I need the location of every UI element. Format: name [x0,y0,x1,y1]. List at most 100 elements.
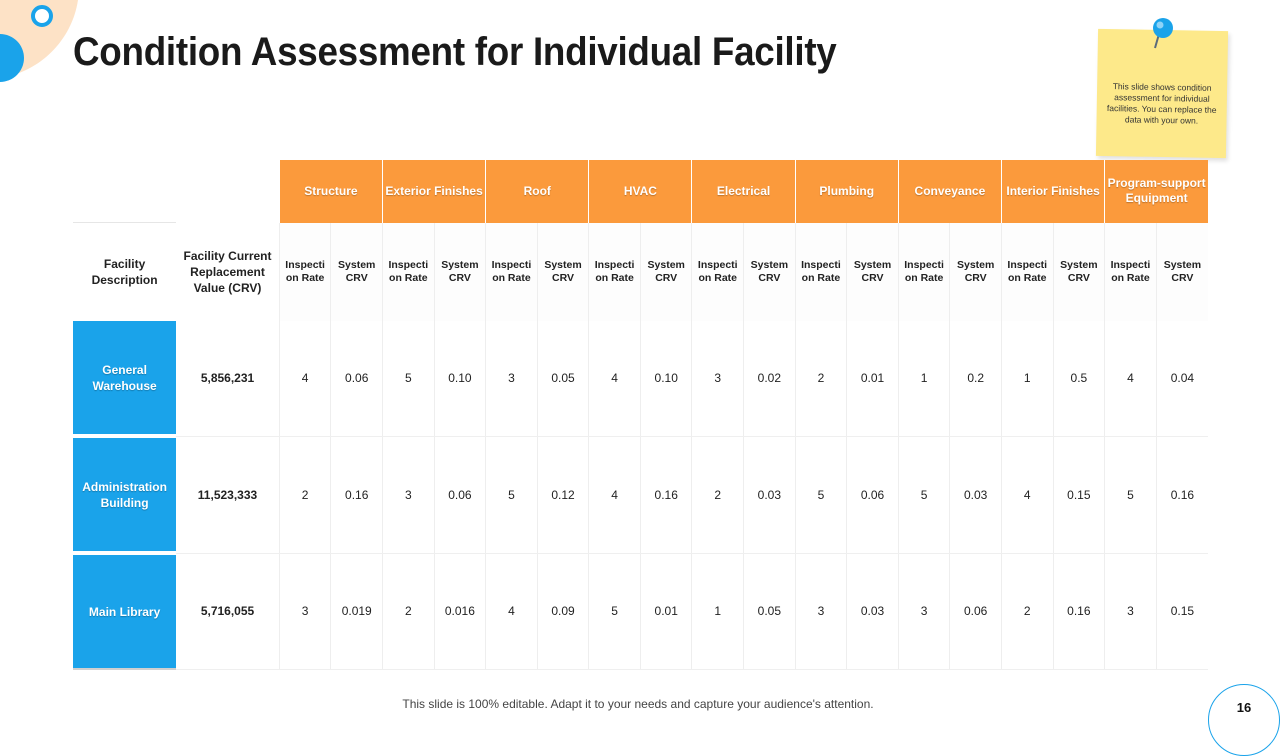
system-crv-cell: 0.5 [1052,321,1105,437]
inspection-rate-cell: 1 [897,321,950,437]
system-crv-cell: 0.01 [846,321,899,437]
system-crv-cell: 0.019 [330,553,383,670]
inspection-rate-cell: 4 [1000,436,1054,554]
corner-decoration [0,0,78,82]
system-crv-cell: 0.06 [330,321,383,437]
system-crv-cell: 0.06 [846,436,899,554]
system-crv-cell: 0.15 [1052,436,1105,554]
inspection-rate-cell: 3 [691,321,744,437]
footer-note: This slide is 100% editable. Adapt it to… [402,697,874,711]
inspection-rate-header: Inspecti on Rate [1104,222,1157,321]
system-crv-cell: 0.16 [330,436,383,554]
system-crv-header: System CRV [846,222,899,321]
system-crv-cell: 0.12 [536,436,589,554]
inspection-rate-cell: 2 [691,436,744,554]
system-crv-cell: 0.03 [846,553,899,670]
sticky-note-text: This slide shows condition assessment fo… [1106,81,1217,126]
system-crv-header: System CRV [743,222,796,321]
inspection-rate-cell: 5 [382,321,435,437]
table-row: Main Library 5,716,055 3 0.019 2 0.016 4 0.09 5 0… [73,553,1208,670]
page-number-badge: 16 [1208,684,1280,756]
inspection-rate-cell: 2 [278,436,331,554]
inspection-rate-header: Inspecti on Rate [1000,222,1054,321]
inspection-rate-cell: 3 [794,553,847,670]
inspection-rate-header: Inspecti on Rate [485,222,538,321]
system-crv-header: System CRV [433,222,486,321]
inspection-rate-cell: 5 [794,436,847,554]
system-crv-cell: 0.16 [1052,553,1105,670]
system-crv-cell: 0.10 [433,321,486,437]
page-number: 16 [1236,700,1252,715]
system-crv-cell: 0.02 [743,321,796,437]
facility-name-cell: Administration Building [73,436,177,555]
inspection-rate-cell: 5 [485,436,538,554]
system-crv-cell: 0.05 [536,321,589,437]
category-header: Plumbing [794,160,899,223]
pushpin-icon [1153,18,1173,49]
system-crv-cell: 0.03 [743,436,796,554]
category-header: HVAC [588,160,692,223]
inspection-rate-cell: 2 [382,553,435,670]
category-header: Program-support Equipment [1104,160,1208,223]
inspection-rate-cell: 4 [1104,321,1157,437]
inspection-rate-header: Inspecti on Rate [794,222,847,321]
system-crv-header: System CRV [639,222,692,321]
system-crv-cell: 0.15 [1155,553,1208,670]
system-crv-cell: 0.01 [639,553,692,670]
inspection-rate-cell: 4 [278,321,331,437]
header-spacer [73,160,279,223]
category-header: Conveyance [897,160,1002,223]
inspection-rate-header: Inspecti on Rate [588,222,641,321]
assessment-table: Structure Exterior Finishes Roof HVAC El… [73,160,1208,670]
inspection-rate-cell: 5 [897,436,950,554]
system-crv-cell: 0.2 [949,321,1002,437]
table-row: General Warehouse 5,856,231 4 0.06 5 0.10 3 0.0… [73,321,1208,438]
inspection-rate-header: Inspecti on Rate [897,222,950,321]
inspection-rate-cell: 3 [897,553,950,670]
inspection-rate-cell: 1 [691,553,744,670]
system-crv-cell: 0.16 [1155,436,1208,554]
crv-header: Facility Current Replacement Value (CRV) [176,222,280,321]
system-crv-header: System CRV [536,222,589,321]
system-crv-cell: 0.05 [743,553,796,670]
system-crv-cell: 0.06 [949,553,1002,670]
facility-crv-cell: 5,716,055 [176,553,280,670]
table-row: Administration Building 11,523,333 2 0.16 3 0… [73,436,1208,555]
system-crv-header: System CRV [949,222,1002,321]
system-crv-header: System CRV [1052,222,1105,321]
system-crv-cell: 0.016 [433,553,486,670]
system-crv-cell: 0.03 [949,436,1002,554]
inspection-rate-cell: 4 [485,553,538,670]
inspection-rate-header: Inspecti on Rate [691,222,744,321]
system-crv-cell: 0.06 [433,436,486,554]
category-header: Electrical [691,160,796,223]
facility-name-cell: General Warehouse [73,321,177,438]
inspection-rate-cell: 2 [1000,553,1054,670]
table-body: General Warehouse 5,856,231 4 0.06 5 0.10 3 0.0… [73,321,1208,670]
sub-header-row: Facility Description Facility Current Re… [73,222,1208,321]
facility-crv-cell: 11,523,333 [176,436,280,554]
category-header: Roof [485,160,589,223]
inspection-rate-cell: 4 [588,436,641,554]
inspection-rate-cell: 3 [278,553,331,670]
inspection-rate-cell: 4 [588,321,641,437]
system-crv-header: System CRV [1155,222,1208,321]
inspection-rate-cell: 5 [588,553,641,670]
inspection-rate-cell: 5 [1104,436,1157,554]
system-crv-cell: 0.04 [1155,321,1208,437]
facility-description-header: Facility Description [73,222,177,321]
category-header: Structure [278,160,383,223]
inspection-rate-cell: 1 [1000,321,1054,437]
category-header-row: Structure Exterior Finishes Roof HVAC El… [73,160,1208,223]
system-crv-cell: 0.16 [639,436,692,554]
facility-crv-cell: 5,856,231 [176,321,280,437]
inspection-rate-cell: 3 [485,321,538,437]
system-crv-cell: 0.10 [639,321,692,437]
system-crv-cell: 0.09 [536,553,589,670]
facility-name-cell: Main Library [73,553,177,670]
inspection-rate-cell: 2 [794,321,847,437]
inspection-rate-cell: 3 [382,436,435,554]
page-title: Condition Assessment for Individual Faci… [73,30,837,74]
category-header: Interior Finishes [1000,160,1105,223]
inspection-rate-cell: 3 [1104,553,1157,670]
